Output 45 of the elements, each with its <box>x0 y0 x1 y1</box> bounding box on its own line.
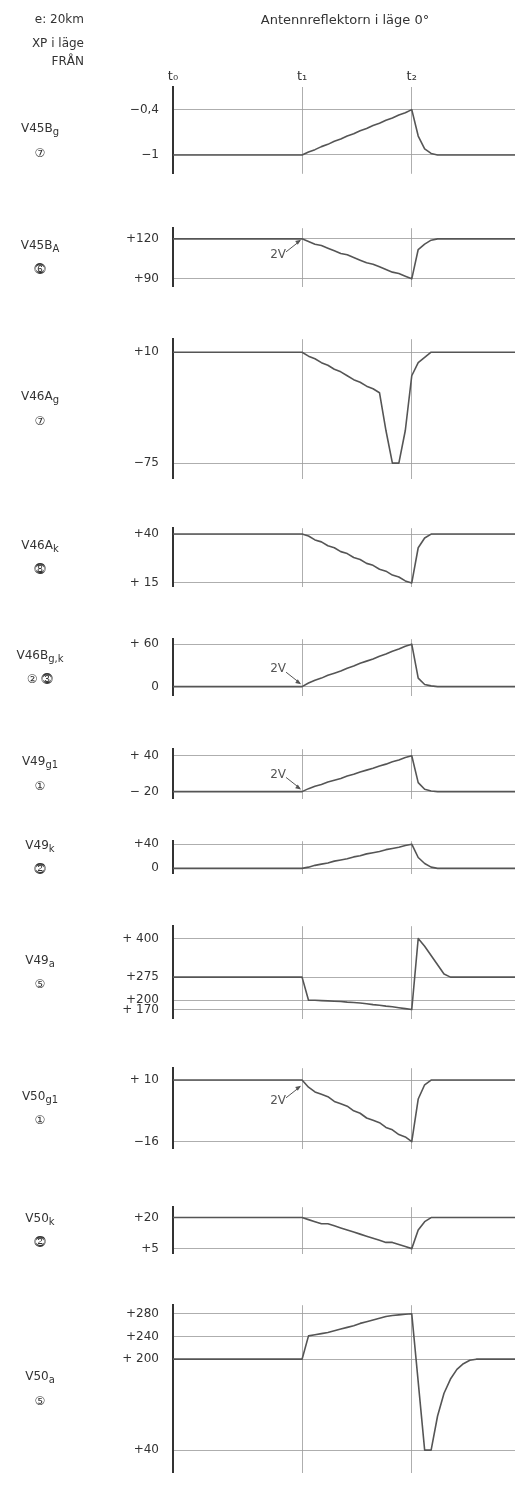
y-tick-label: +280 <box>126 1305 159 1320</box>
y-axis-title: V45B$_{g}$ ⑦ <box>20 120 60 162</box>
y-tick-label: + 400 <box>122 930 159 945</box>
text: XP i läge FRÅN <box>30 35 84 70</box>
y-tick-label: +20 <box>133 1209 159 1224</box>
y-tick-label: 0 <box>151 678 159 693</box>
annotation: 2V <box>270 661 287 676</box>
y-axis-title: V46A$_{g}$ ⑦ <box>20 388 60 430</box>
y-axis-title: V49$_{a}$ ⑤ <box>25 951 55 994</box>
y-tick-label: +40 <box>133 526 159 541</box>
y-axis-title: V45B$_{A}$ ⓺ <box>20 236 60 279</box>
y-axis-title: V46B$_{g,k}$ ② ⓷ <box>16 646 64 689</box>
y-axis-title: V50$_{k}$ ⓶ <box>25 1209 55 1252</box>
y-tick-label: +90 <box>133 270 159 285</box>
y-tick-label: + 60 <box>129 636 159 651</box>
x-tick-label: t₀ <box>167 67 179 83</box>
y-tick-label: +120 <box>126 230 159 245</box>
y-tick-label: −16 <box>133 1133 159 1148</box>
y-tick-label: +240 <box>126 1328 159 1343</box>
y-axis-title: V50$_{a}$ ⑤ <box>25 1368 55 1410</box>
y-tick-label: − 20 <box>129 783 159 798</box>
y-tick-label: 0 <box>151 860 159 875</box>
y-tick-label: +275 <box>126 969 159 984</box>
y-axis-title: V49$_{k}$ ⓶ <box>25 836 55 879</box>
y-tick-label: +40 <box>133 1442 159 1457</box>
text: e: 20km <box>33 11 84 28</box>
y-tick-label: −75 <box>133 455 159 470</box>
y-tick-label: +40 <box>133 836 159 851</box>
y-tick-label: + 15 <box>129 575 159 590</box>
y-tick-label: + 10 <box>129 1072 159 1087</box>
y-axis-title: V50$_{g1}$ ① <box>21 1087 59 1130</box>
x-tick-label: t₁ <box>296 67 308 83</box>
y-tick-label: +10 <box>133 344 159 359</box>
y-tick-label: −1 <box>141 147 159 162</box>
y-axis-title: V46A$_{k}$ ⓼ <box>21 536 59 579</box>
annotation: 2V <box>270 1092 287 1107</box>
annotation: 2V <box>270 246 287 261</box>
y-tick-label: +5 <box>141 1240 159 1255</box>
y-axis-title: V49$_{g1}$ ① <box>21 753 59 795</box>
chart-title: Antennreflektorn i läge 0° <box>259 12 431 27</box>
y-tick-label: + 200 <box>122 1351 159 1366</box>
y-tick-label: −0,4 <box>129 101 159 116</box>
y-tick-label: + 40 <box>129 747 159 762</box>
annotation: 2V <box>270 766 287 781</box>
x-tick-label: t₂ <box>406 67 417 83</box>
